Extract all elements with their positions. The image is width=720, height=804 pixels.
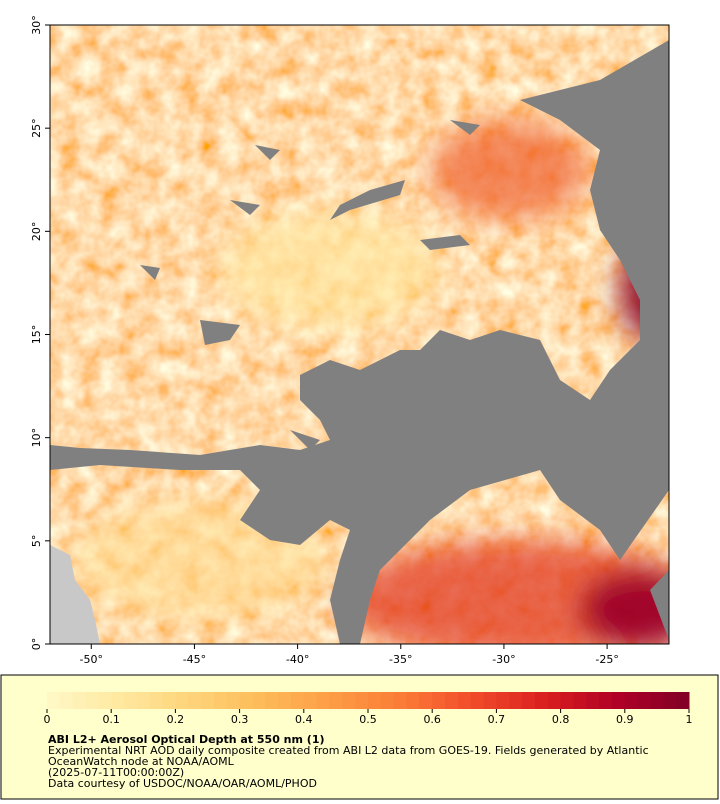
colorbar: 0 0.1 0.2 0.3 0.4 0.5 0.6 0.7 0.8 0.9 1 xyxy=(44,692,693,726)
colorbar-step xyxy=(252,692,266,709)
x-tick-label: -35° xyxy=(389,653,412,666)
colorbar-step xyxy=(599,692,613,709)
colorbar-step xyxy=(59,692,74,709)
y-tick-label: 0° xyxy=(30,638,43,651)
colorbar-tick-label: 0.4 xyxy=(295,713,313,726)
colorbar-step xyxy=(201,692,215,709)
colorbar-step xyxy=(650,692,664,709)
colorbar-step xyxy=(624,692,639,709)
colorbar-step xyxy=(380,692,395,709)
colorbar-step xyxy=(213,692,228,709)
colorbar-tick-label: 0.3 xyxy=(231,713,249,726)
colorbar-step xyxy=(547,692,562,709)
colorbar-step xyxy=(136,692,151,709)
colorbar-step xyxy=(188,692,202,709)
y-tick-label: 30° xyxy=(30,15,43,35)
y-tick-label: 15° xyxy=(30,325,43,345)
x-tick-label: -40° xyxy=(286,653,309,666)
colorbar-step xyxy=(162,692,176,709)
note: Experimental NRT AOD daily composite cre… xyxy=(48,744,649,757)
colorbar-title: ABI L2+ Aerosol Optical Depth at 550 nm … xyxy=(48,733,325,746)
colorbar-step xyxy=(368,692,382,709)
map-image xyxy=(50,25,669,644)
colorbar-step xyxy=(316,692,330,709)
colorbar-tick-label: 1 xyxy=(686,713,693,726)
note: Data courtesy of USDOC/NOAA/OAR/AOML/PHO… xyxy=(48,777,317,790)
colorbar-step xyxy=(98,692,112,709)
colorbar-step xyxy=(496,692,510,709)
colorbar-step xyxy=(637,692,651,709)
colorbar-step xyxy=(72,692,87,709)
colorbar-tick-label: 0.2 xyxy=(167,713,185,726)
colorbar-step xyxy=(676,692,690,709)
colorbar-step xyxy=(663,692,677,709)
colorbar-step xyxy=(290,692,305,709)
x-tick-label: -50° xyxy=(80,653,103,666)
colorbar-tick-label: 0.6 xyxy=(423,713,441,726)
colorbar-step xyxy=(611,692,626,709)
colorbar-step xyxy=(573,692,587,709)
x-tick-label: -30° xyxy=(492,653,515,666)
colorbar-tick-label: 0.8 xyxy=(552,713,570,726)
note: (2025-07-11T00:00:00Z) xyxy=(48,766,184,779)
colorbar-step xyxy=(149,692,164,709)
y-tick-label: 20° xyxy=(30,222,43,242)
colorbar-step xyxy=(278,692,292,709)
colorbar-step xyxy=(432,692,446,709)
colorbar-tick-label: 0.7 xyxy=(488,713,506,726)
colorbar-step xyxy=(560,692,574,709)
colorbar-step xyxy=(329,692,343,709)
colorbar-step xyxy=(522,692,536,709)
colorbar-step xyxy=(265,692,279,709)
colorbar-step xyxy=(175,692,189,709)
colorbar-step xyxy=(457,692,472,709)
note: OceanWatch node at NOAA/AOML xyxy=(48,755,235,768)
y-tick-label: 5° xyxy=(30,535,43,548)
colorbar-step xyxy=(509,692,523,709)
axes: -50° -45° -40° -35° -30° -25° 0° 5° 10° 15° 20° 25°… xyxy=(30,15,619,666)
colorbar-step xyxy=(85,692,99,709)
colorbar-step xyxy=(111,692,125,709)
colorbar-step xyxy=(47,692,61,709)
colorbar-step xyxy=(355,692,369,709)
colorbar-tick-label: 0 xyxy=(44,713,51,726)
land xyxy=(50,545,100,644)
aod-highs xyxy=(70,120,669,644)
y-tick-label: 10° xyxy=(30,428,43,448)
colorbar-step xyxy=(239,692,253,709)
colorbar-step xyxy=(586,692,600,709)
x-tick-label: -25° xyxy=(595,653,618,666)
y-tick-label: 25° xyxy=(30,118,43,138)
colorbar-tick-label: 0.9 xyxy=(616,713,634,726)
colorbar-step xyxy=(342,692,356,709)
colorbar-step xyxy=(226,692,241,709)
x-tick-label: -45° xyxy=(183,653,206,666)
colorbar-tick-label: 0.5 xyxy=(359,713,377,726)
colorbar-step xyxy=(534,692,549,709)
colorbar-step xyxy=(483,692,497,709)
colorbar-step xyxy=(393,692,408,709)
colorbar-step xyxy=(419,692,433,709)
no-data-cloud xyxy=(50,40,669,644)
colorbar-step xyxy=(303,692,318,709)
colorbar-step xyxy=(406,692,420,709)
colorbar-step xyxy=(124,692,138,709)
colorbar-step xyxy=(470,692,485,709)
colorbar-tick-label: 0.1 xyxy=(102,713,120,726)
colorbar-step xyxy=(445,692,459,709)
